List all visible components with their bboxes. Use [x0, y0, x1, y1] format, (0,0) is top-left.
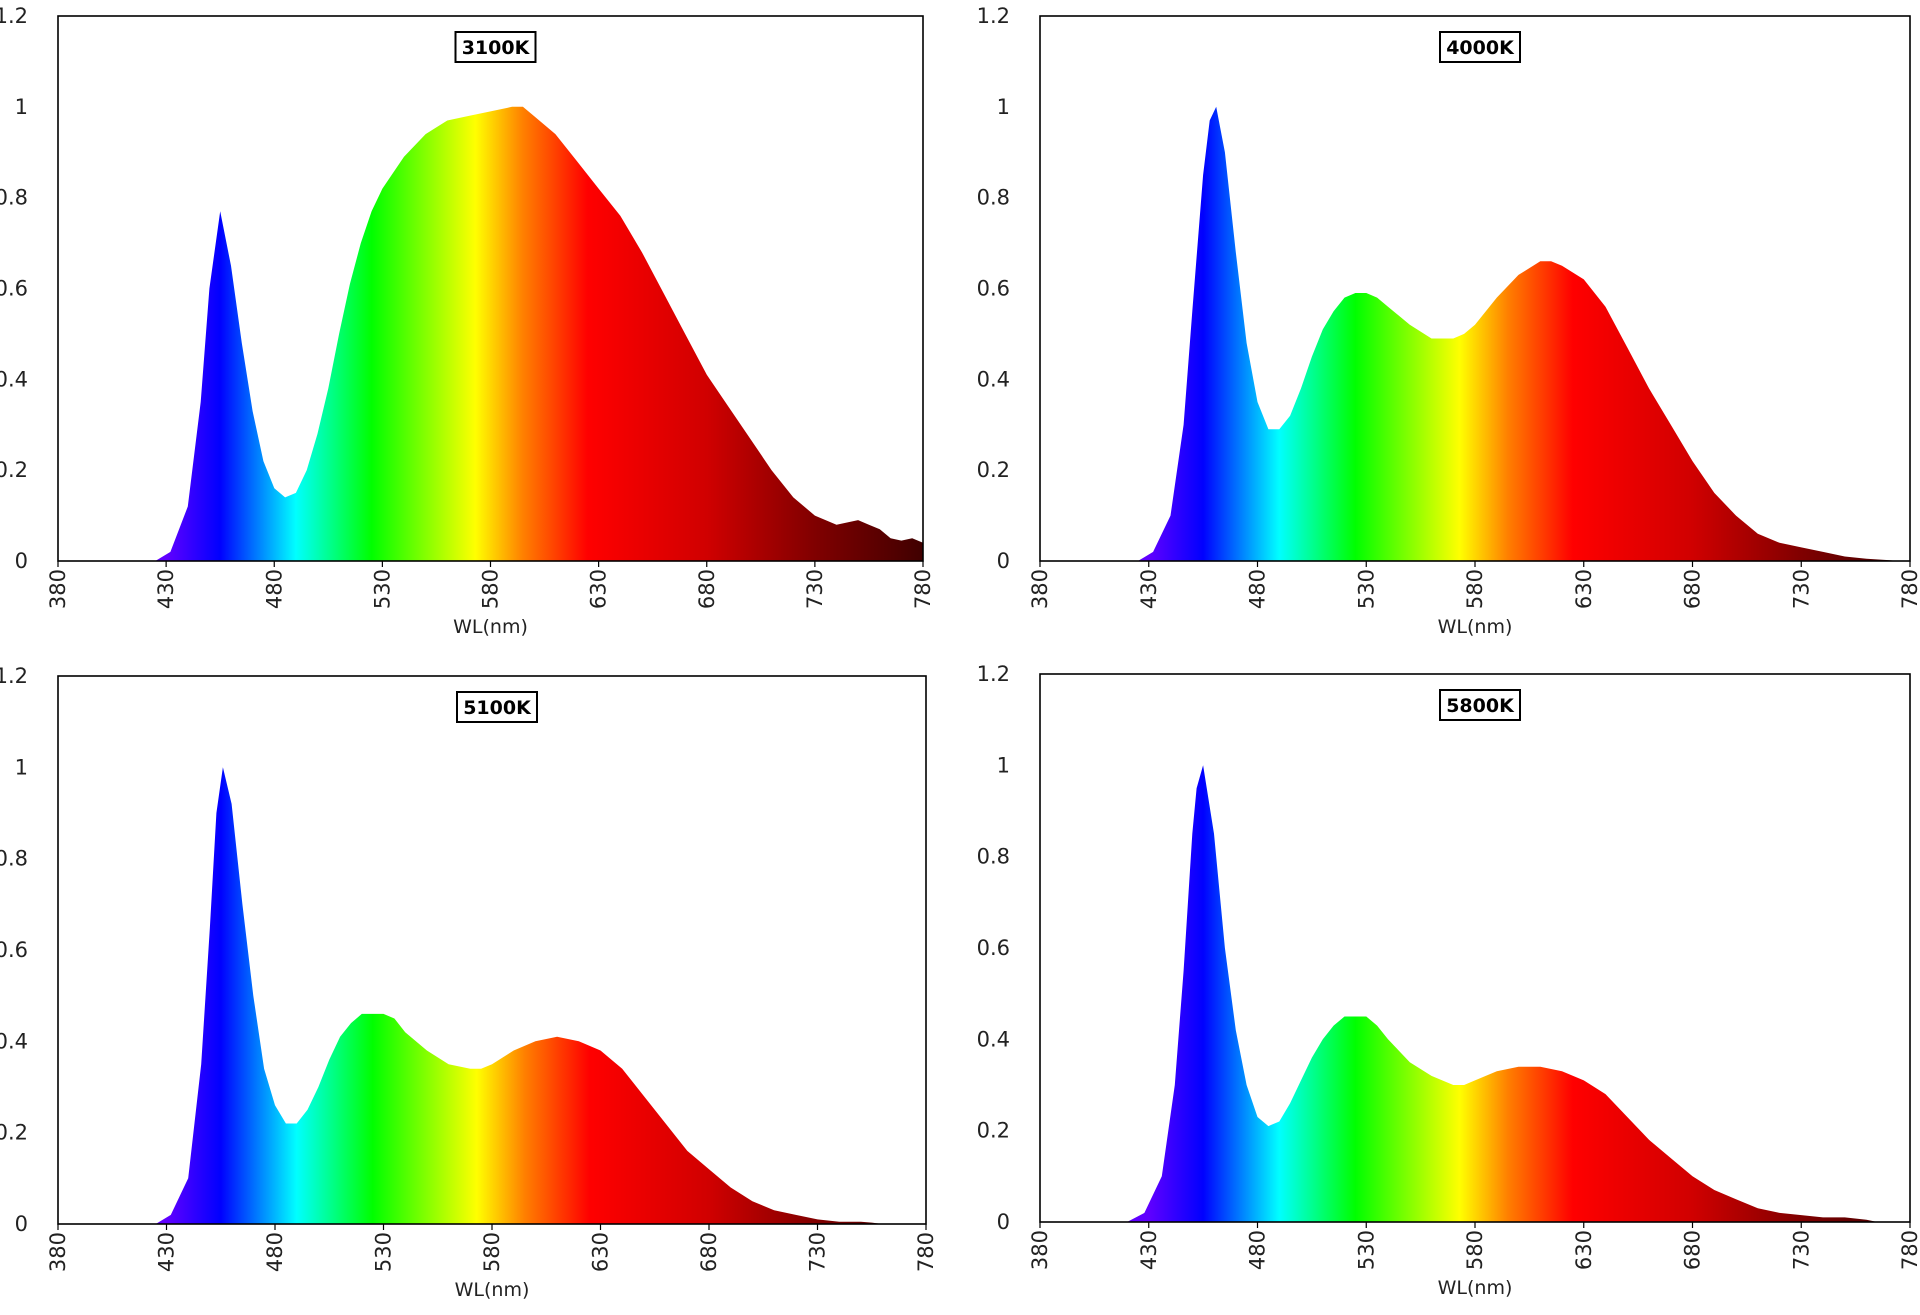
x-axis-title: WL(nm) — [455, 1279, 530, 1301]
spectrum-area — [58, 106, 923, 562]
y-tick-label: 0 — [15, 1212, 28, 1236]
y-tick-label: 0.2 — [0, 458, 28, 482]
chart-panel-5100k: 0 0.2 0.4 0.6 0.8 1 1.2 380 430 480 530 580 630 680 73… — [0, 660, 950, 1315]
y-tick-label: 0.4 — [977, 367, 1010, 391]
y-tick-label: 0.8 — [977, 845, 1010, 869]
y-tick-label: 0 — [15, 549, 28, 573]
chart-title: 5100K — [463, 697, 532, 719]
x-tick-label: 480 — [1246, 569, 1270, 609]
y-tick-label: 1 — [15, 755, 28, 779]
spectrum-area — [1040, 765, 1910, 1222]
x-tick-label: 730 — [1789, 1230, 1813, 1270]
chart-3100k: 0 0.2 0.4 0.6 0.8 1 1.2 380 430 480 530 580 630 680 73… — [0, 4, 935, 638]
chart-panel-4000k: 0 0.2 0.4 0.6 0.8 1 1.2 380 430 480 530 580 630 680 73… — [977, 0, 1920, 655]
x-tick-label: 630 — [587, 569, 611, 609]
y-tick-label: 0.4 — [0, 1029, 28, 1053]
x-tick-label: 730 — [1789, 569, 1813, 609]
y-tick-label: 1.2 — [0, 4, 28, 28]
title-box — [1439, 31, 1521, 63]
x-tick-label: 480 — [263, 1232, 287, 1272]
x-tick-label: 580 — [480, 1232, 504, 1272]
x-tick-label: 680 — [1681, 1230, 1705, 1270]
x-tick-label: 380 — [46, 569, 70, 609]
x-axis-title: WL(nm) — [1438, 1277, 1513, 1299]
y-tick-label: 0.4 — [977, 1027, 1010, 1051]
x-tick-label: 480 — [262, 569, 286, 609]
x-tick-label: 630 — [1572, 1230, 1596, 1270]
x-tick-label: 530 — [372, 1232, 396, 1272]
y-tick-label: 0.8 — [0, 186, 28, 210]
chart-title: 3100K — [462, 37, 531, 59]
chart-4000k: 0 0.2 0.4 0.6 0.8 1 1.2 380 430 480 530 580 630 680 73… — [977, 4, 1920, 638]
x-tick-label: 780 — [911, 569, 935, 609]
y-tick-label: 1 — [997, 95, 1010, 119]
x-tick-label: 430 — [154, 569, 178, 609]
x-axis-title: WL(nm) — [453, 616, 528, 638]
chart-panel-5800k: 0 0.2 0.4 0.6 0.8 1 1.2 380 430 480 530 580 630 680 73… — [977, 660, 1920, 1315]
y-tick-label: 0.6 — [977, 277, 1010, 301]
x-tick-label: 380 — [1028, 1230, 1052, 1270]
y-tick-label: 0.4 — [0, 367, 28, 391]
x-tick-label: 430 — [155, 1232, 179, 1272]
x-tick-label: 680 — [695, 569, 719, 609]
x-tick-label: 630 — [589, 1232, 613, 1272]
y-tick-label: 0.6 — [0, 938, 28, 962]
y-tick-label: 0.2 — [977, 1119, 1010, 1143]
x-tick-label: 530 — [1354, 569, 1378, 609]
title-box — [454, 31, 537, 63]
y-tick-label: 0.2 — [977, 458, 1010, 482]
x-tick-label: 580 — [479, 569, 503, 609]
x-tick-label: 480 — [1246, 1230, 1270, 1270]
y-tick-label: 0.6 — [0, 277, 28, 301]
x-tick-label: 630 — [1572, 569, 1596, 609]
x-tick-label: 680 — [697, 1232, 721, 1272]
chart-5800k: 0 0.2 0.4 0.6 0.8 1 1.2 380 430 480 530 580 630 680 73… — [977, 662, 1920, 1299]
x-tick-label: 780 — [914, 1232, 938, 1272]
title-box — [1439, 689, 1521, 721]
title-box — [456, 691, 538, 723]
y-tick-label: 1.2 — [0, 664, 28, 688]
x-tick-label: 530 — [370, 569, 394, 609]
x-tick-label: 730 — [806, 1232, 830, 1272]
y-tick-label: 1.2 — [977, 4, 1010, 28]
chart-panel-3100k: 0 0.2 0.4 0.6 0.8 1 1.2 380 430 480 530 580 630 680 73… — [0, 0, 950, 655]
x-tick-label: 730 — [803, 569, 827, 609]
x-tick-label: 380 — [1028, 569, 1052, 609]
x-tick-label: 780 — [1898, 569, 1920, 609]
y-tick-label: 0.8 — [977, 186, 1010, 210]
y-tick-label: 1 — [997, 753, 1010, 777]
y-tick-label: 1 — [15, 95, 28, 119]
y-tick-label: 0.8 — [0, 847, 28, 871]
y-tick-label: 0 — [997, 549, 1010, 573]
y-tick-label: 0.2 — [0, 1121, 28, 1145]
y-tick-label: 1.2 — [977, 662, 1010, 686]
spectrum-area — [1040, 106, 1910, 562]
x-tick-label: 430 — [1137, 1230, 1161, 1270]
x-tick-label: 530 — [1354, 1230, 1378, 1270]
chart-title: 4000K — [1446, 37, 1515, 59]
x-tick-label: 380 — [46, 1232, 70, 1272]
spectrum-area — [58, 767, 926, 1224]
chart-title: 5800K — [1446, 695, 1515, 717]
chart-5100k: 0 0.2 0.4 0.6 0.8 1 1.2 380 430 480 530 580 630 680 73… — [0, 664, 938, 1301]
x-tick-label: 580 — [1463, 1230, 1487, 1270]
x-tick-label: 780 — [1898, 1230, 1920, 1270]
x-tick-label: 580 — [1463, 569, 1487, 609]
x-axis-title: WL(nm) — [1438, 616, 1513, 638]
x-tick-label: 430 — [1137, 569, 1161, 609]
x-tick-label: 680 — [1681, 569, 1705, 609]
y-tick-label: 0.6 — [977, 936, 1010, 960]
y-tick-label: 0 — [997, 1210, 1010, 1234]
